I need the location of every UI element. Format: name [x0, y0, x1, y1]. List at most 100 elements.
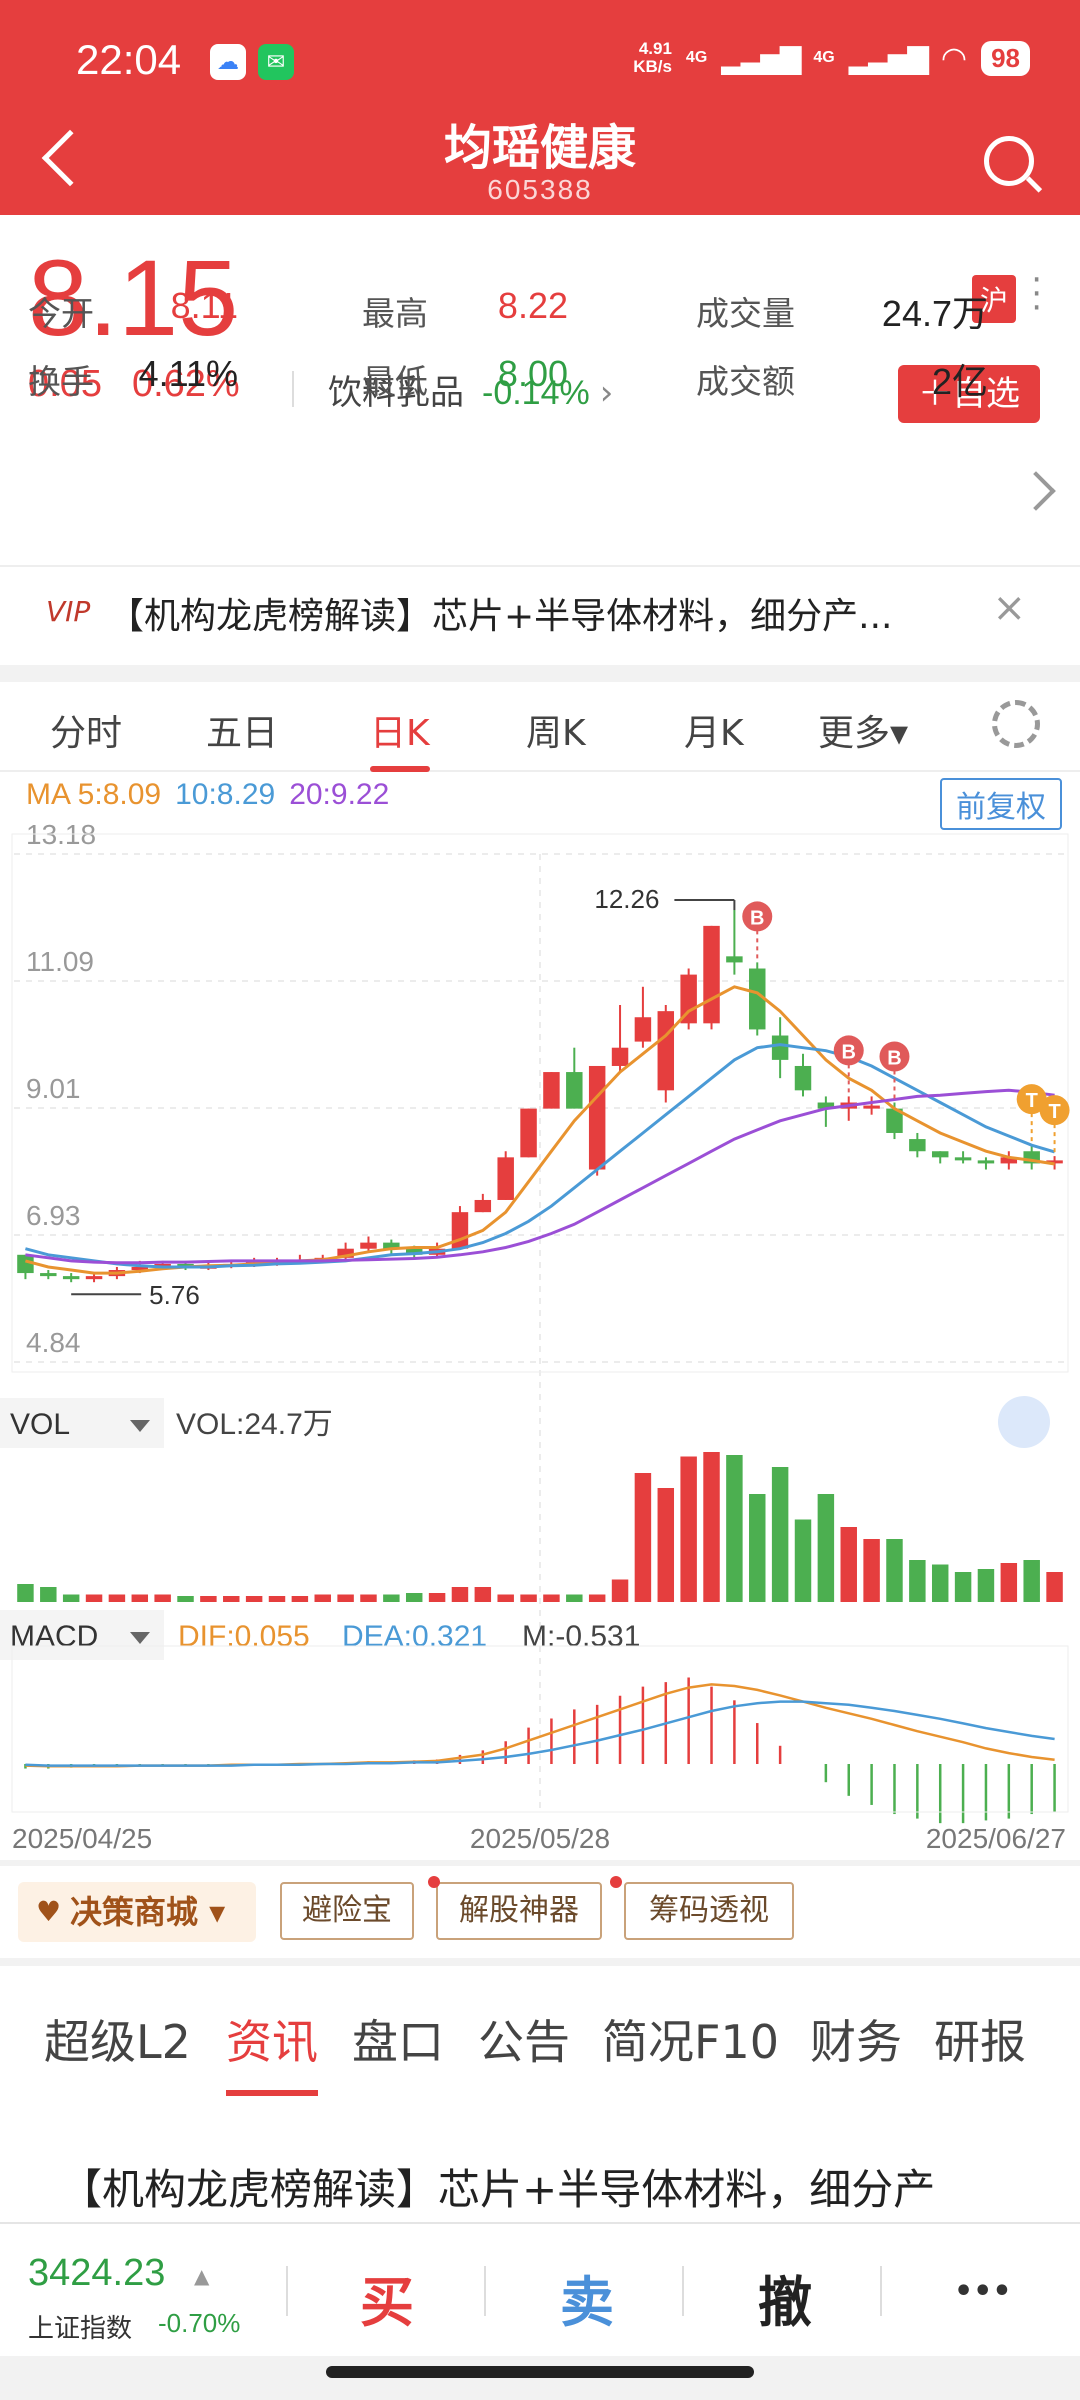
signal-label: B	[887, 1048, 901, 1070]
price-change: 0.05 0.62%	[28, 363, 270, 406]
x-date-label: 2025/04/25	[12, 1823, 152, 1854]
sell-button[interactable]: 卖	[560, 2271, 614, 2334]
tool-analyzer-button[interactable]: 解股神器	[428, 1876, 602, 1940]
candle-body	[954, 1157, 972, 1161]
signal-label: T	[1026, 1090, 1038, 1112]
news-item[interactable]: 【机构龙虎榜解读】芯片+半导体材料，细分产	[60, 2165, 936, 2214]
news-banner[interactable]: VIP 【机构龙虎榜解读】芯片+半导体材料，细分产... ×	[0, 565, 1080, 651]
volume-bar	[314, 1594, 331, 1602]
more-options-button[interactable]: · · ·	[1031, 260, 1042, 328]
cancel-order-button[interactable]: 撤	[758, 2271, 812, 2334]
sector-link[interactable]: 饮料乳品 -0.14% ›	[328, 365, 613, 414]
volume-bar	[817, 1494, 835, 1602]
expand-stats-button[interactable]	[1016, 471, 1056, 511]
volume-bar	[1000, 1563, 1018, 1602]
candle-body	[177, 1263, 194, 1267]
change-value: 0.05	[28, 363, 102, 405]
tab-monthly-k[interactable]: 月K	[684, 713, 744, 754]
ma20-value: 20:9.22	[289, 778, 390, 811]
search-button[interactable]	[984, 136, 1034, 186]
tab-daily-k[interactable]: 日K	[370, 704, 430, 772]
index-value[interactable]: 3424.23	[28, 2252, 166, 2294]
volume-bar	[566, 1594, 583, 1602]
ma10-value: 10:8.29	[175, 778, 276, 811]
tab-super-l2[interactable]: 超级L2	[44, 2015, 191, 2069]
candle-body	[543, 1072, 560, 1109]
decision-mall-button[interactable]: 决策商城 ▾	[18, 1882, 256, 1942]
stat-label-amount: 成交额	[696, 362, 795, 401]
ma5-value: MA 5:8.09	[26, 778, 162, 811]
signal-badge	[1039, 1095, 1070, 1126]
stat-label-open: 今开	[28, 294, 94, 333]
candle-body	[749, 968, 766, 1030]
volume-bar	[634, 1473, 652, 1602]
tab-research[interactable]: 研报	[934, 2015, 1026, 2069]
volume-bar	[794, 1519, 812, 1602]
candle-body	[520, 1108, 537, 1158]
tool-hedge-button[interactable]: 避险宝	[280, 1882, 414, 1940]
volume-bar	[474, 1587, 492, 1602]
tool-chips-button[interactable]: 筹码透视	[610, 1876, 794, 1940]
tab-announcements[interactable]: 公告	[478, 2015, 570, 2069]
volume-bar	[177, 1596, 194, 1602]
net-type-1: 4G	[685, 49, 708, 66]
buy-button[interactable]: 买	[360, 2271, 414, 2334]
triangle-up-icon: ▲	[194, 2264, 210, 2288]
volume-bar	[1046, 1572, 1063, 1602]
tab-f10[interactable]: 简况F10	[602, 2015, 779, 2069]
stat-label-high: 最高	[362, 294, 428, 333]
adjust-button[interactable]: 前复权	[940, 778, 1062, 830]
tool-chips-label: 筹码透视	[649, 1893, 769, 1928]
candle-body	[680, 974, 697, 1024]
close-icon[interactable]: ×	[992, 585, 1026, 631]
candle-body	[85, 1276, 103, 1280]
volume-bar	[245, 1596, 263, 1602]
tab-more[interactable]: 更多▾	[818, 713, 909, 754]
candle-body	[131, 1266, 149, 1271]
tab-orderbook[interactable]: 盘口	[352, 2015, 444, 2069]
notify-dot	[428, 1876, 440, 1888]
candle-body	[588, 1065, 606, 1170]
sector-percent: -0.14%	[482, 374, 590, 412]
divider	[880, 2266, 882, 2316]
stock-code: 605388	[487, 174, 593, 205]
quote-panel: 8.15 沪 · · · 0.05 0.62% 饮料乳品 -0.14% › ＋自选 今开 …	[0, 215, 1080, 665]
status-app-icons: ☁ ✉	[210, 44, 294, 80]
tab-intraday[interactable]: 分时	[50, 713, 123, 754]
tab-weekly-k[interactable]: 周K	[526, 713, 586, 754]
volume-bar	[383, 1594, 400, 1602]
tab-five-day[interactable]: 五日	[206, 713, 279, 754]
add-favorite-button[interactable]: ＋自选	[898, 365, 1040, 423]
volume-bar	[497, 1594, 514, 1602]
zoom-icon	[998, 1396, 1050, 1448]
candle-body	[703, 925, 720, 1024]
message-icon: ✉	[258, 44, 294, 80]
tab-news[interactable]: 资讯	[226, 2006, 318, 2096]
gear-icon[interactable]	[992, 700, 1040, 748]
y-tick-label: 11.09	[26, 946, 94, 977]
volume-bar	[680, 1456, 697, 1602]
volume-bar	[223, 1596, 240, 1602]
signal-label: B	[750, 907, 764, 929]
signal-badge	[833, 1035, 864, 1066]
vol-selector: VOL	[10, 1408, 70, 1441]
app-header: 22:04 ☁ ✉ 4.91 KB/s 4G ▂▃▅▇ 4G ▂▃▅▇ ◠ 98…	[0, 0, 1080, 215]
net-speed-unit: KB/s	[633, 57, 672, 76]
notify-dot-2	[610, 1876, 622, 1888]
page-title: 均瑶健康	[443, 120, 636, 176]
candle-body	[154, 1263, 171, 1267]
candle-body	[611, 1047, 629, 1066]
volume-bar	[954, 1572, 972, 1602]
volume-bar	[405, 1593, 423, 1602]
candle-body	[566, 1072, 583, 1109]
tab-finance[interactable]: 财务	[810, 2015, 902, 2069]
volume-bar	[657, 1488, 675, 1602]
macd-dif-value: DIF:0.055	[178, 1620, 310, 1653]
more-button[interactable]: •••	[954, 2274, 1012, 2309]
divider	[292, 371, 294, 407]
ma-line-ma10	[25, 1043, 1056, 1269]
stat-value-volume: 24.7万	[881, 293, 988, 334]
volume-bar	[588, 1594, 606, 1602]
candle-body	[451, 1212, 469, 1249]
